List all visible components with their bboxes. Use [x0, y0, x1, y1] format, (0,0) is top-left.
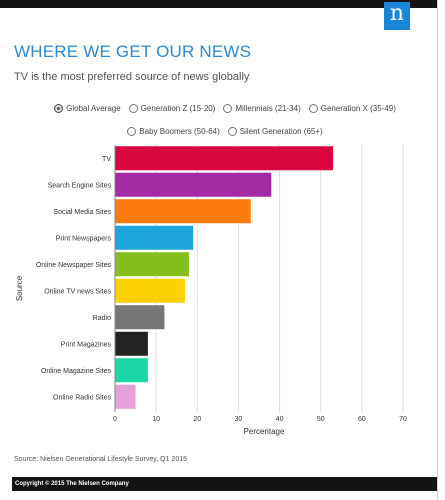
x-tick-label: 50: [317, 416, 325, 423]
filter-row: Baby Boomers (50-64) Silent Generation (…: [20, 124, 430, 138]
filter-option-label: Global Average: [66, 103, 121, 113]
filter-option-baby-boomers[interactable]: Baby Boomers (50-64): [127, 126, 220, 136]
top-bar: [0, 0, 437, 8]
copyright-footer: Copyright © 2015 The Nielsen Company: [12, 477, 437, 491]
news-source-bar-chart: TV Search Engine Sites Social Media Sites P…: [15, 145, 407, 436]
category-label: Social Media Sites: [53, 209, 111, 216]
x-axis-title: Percentage: [244, 427, 285, 436]
filter-option-global-average[interactable]: Global Average: [54, 103, 121, 113]
radio-icon[interactable]: [308, 103, 318, 113]
filter-option-label: Generation Z (15-20): [140, 103, 216, 113]
radio-icon[interactable]: [223, 103, 233, 113]
radio-icon[interactable]: [227, 126, 237, 136]
x-tick-label: 30: [235, 416, 243, 423]
right-border: [437, 0, 438, 500]
filter-row: Global Average Generation Z (15-20) Mill…: [20, 101, 430, 115]
filter-option-label: Generation X (35-49): [320, 103, 396, 113]
x-tick-label: 60: [358, 416, 366, 423]
x-tick-label: 40: [276, 416, 284, 423]
bar: [115, 358, 148, 383]
category-label: Search Engine Sites: [48, 182, 112, 189]
category-label: Online Radio Sites: [53, 394, 111, 401]
bar: [115, 331, 148, 356]
radio-icon[interactable]: [54, 103, 64, 113]
filter-option-label: Silent Generation (65+): [239, 126, 323, 136]
bar: [115, 384, 136, 409]
category-label: Radio: [93, 315, 111, 322]
filter-option-millennials[interactable]: Millennials (21-34): [223, 103, 301, 113]
bar: [115, 305, 165, 330]
bar: [115, 225, 194, 250]
bar: [115, 199, 251, 224]
category-label: TV: [102, 156, 111, 163]
category-label: Online Newspaper Sites: [36, 262, 112, 269]
filter-option-generation-z[interactable]: Generation Z (15-20): [128, 103, 216, 113]
bar: [115, 252, 190, 277]
radio-icon[interactable]: [127, 126, 137, 136]
y-axis-title: Source: [15, 275, 24, 301]
radio-icon[interactable]: [128, 103, 138, 113]
filter-option-generation-x[interactable]: Generation X (35-49): [308, 103, 396, 113]
filter-option-label: Millennials (21-34): [235, 103, 301, 113]
category-label: Online TV news Sites: [44, 288, 111, 295]
filter-option-label: Baby Boomers (50-64): [139, 126, 220, 136]
category-label: Online Magazine Sites: [41, 368, 112, 375]
bar: [115, 172, 272, 197]
generation-filter: Global Average Generation Z (15-20) Mill…: [20, 101, 430, 147]
x-tick-label: 70: [399, 416, 407, 423]
category-label: Print Magazines: [61, 341, 112, 348]
source-note: Source: Nielsen Generational Lifestyle S…: [14, 456, 188, 463]
nielsen-logo: n: [384, 2, 410, 30]
page-subtitle: TV is the most preferred source of news …: [14, 71, 250, 83]
page-title: WHERE WE GET OUR NEWS: [14, 42, 252, 61]
filter-option-silent-generation[interactable]: Silent Generation (65+): [227, 126, 323, 136]
bar: [115, 146, 334, 171]
x-tick-label: 10: [152, 416, 160, 423]
x-tick-label: 0: [113, 416, 117, 423]
bar: [115, 278, 185, 303]
x-tick-label: 20: [193, 416, 201, 423]
category-label: Print Newspapers: [56, 235, 112, 242]
